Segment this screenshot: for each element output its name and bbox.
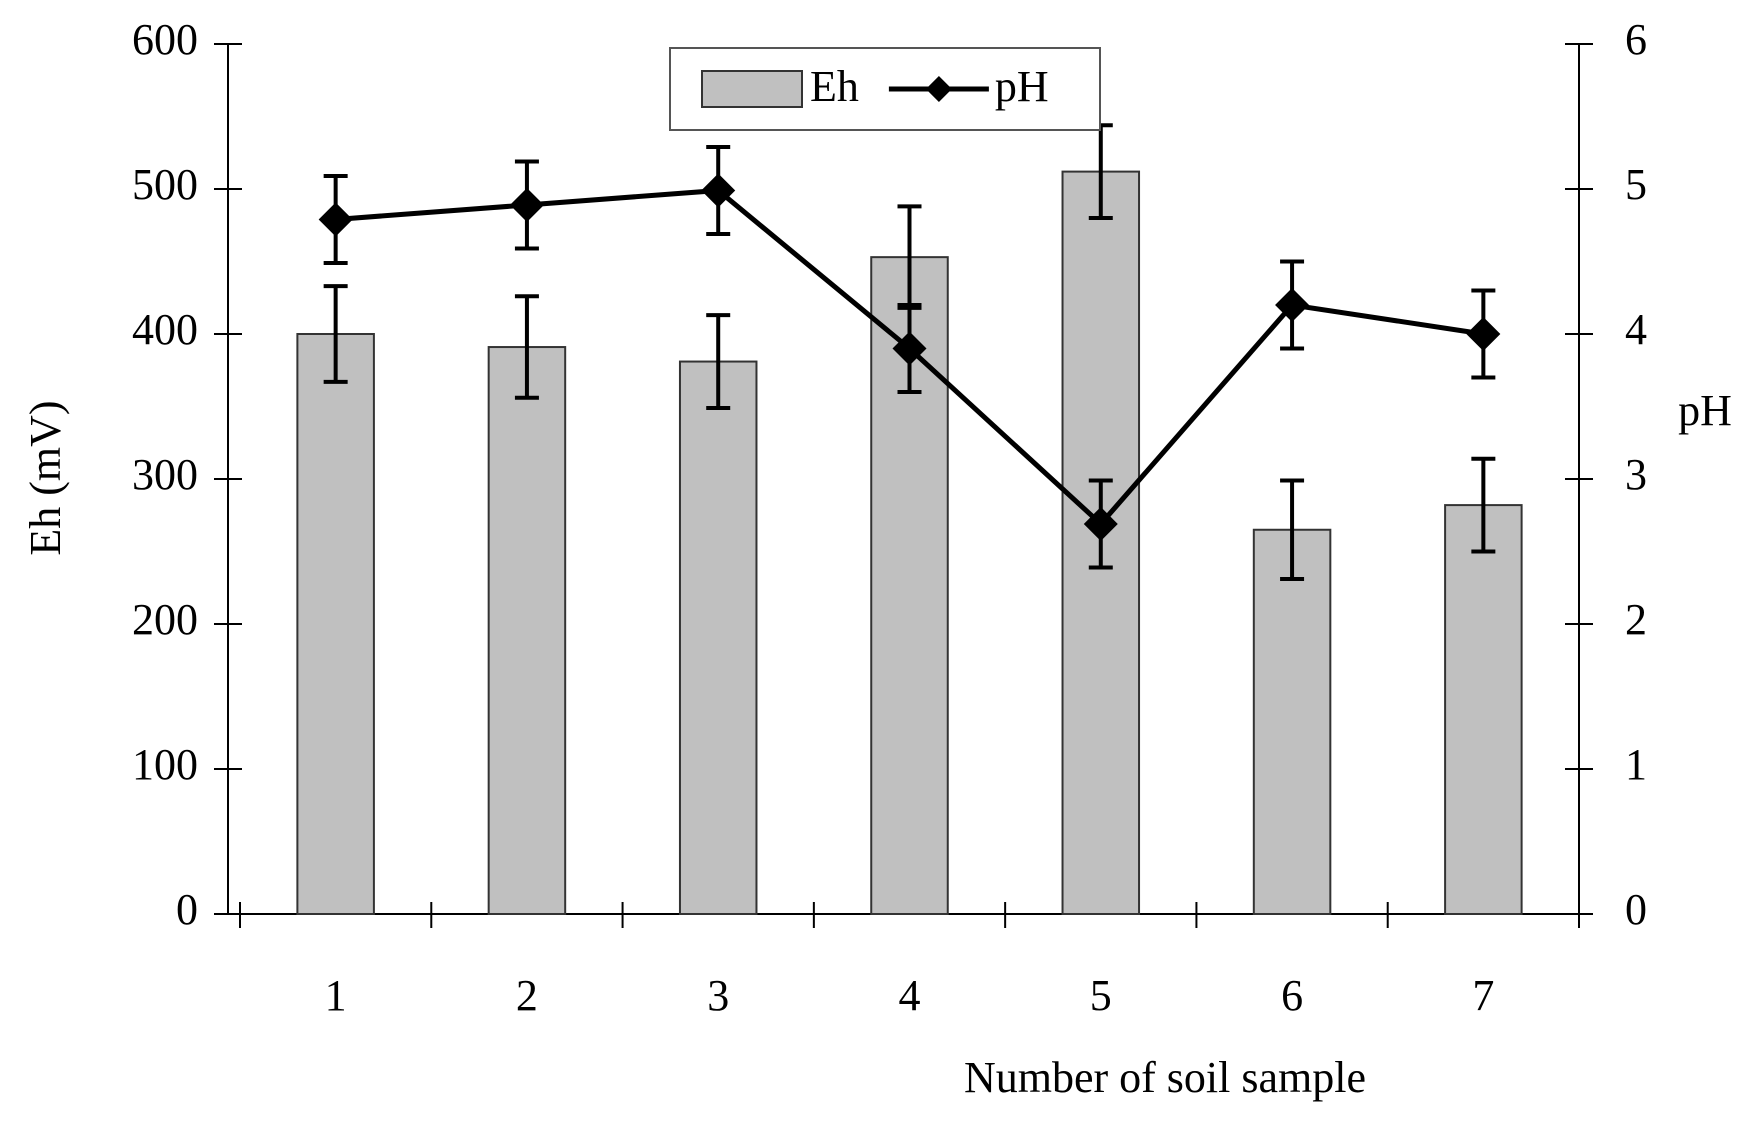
y2-tick-label: 4: [1625, 305, 1647, 354]
x-tick-label: 1: [325, 971, 347, 1020]
legend-swatch: [701, 70, 803, 108]
x-axis-label: Number of soil sample: [964, 1053, 1366, 1102]
legend-label: pH: [995, 62, 1049, 111]
y-tick-label: 400: [132, 305, 198, 354]
y2-tick-label: 0: [1625, 885, 1647, 934]
y2-tick-label: 2: [1625, 595, 1647, 644]
marker: [701, 173, 736, 208]
marker: [509, 187, 544, 222]
error-bar: [1280, 478, 1305, 582]
marker: [318, 202, 353, 237]
y-tick-label: 600: [132, 15, 198, 64]
y-tick-label: 100: [132, 740, 198, 789]
x-tick-label: 6: [1281, 971, 1303, 1020]
bar: [487, 346, 567, 915]
marker: [892, 331, 927, 366]
y2-axis-label: pH: [1678, 386, 1732, 435]
error-bar: [514, 294, 539, 400]
y2-tick-label: 3: [1625, 450, 1647, 499]
marker: [1275, 288, 1310, 322]
x-tick-label: 7: [1472, 971, 1494, 1020]
y2-tick-label: 5: [1625, 160, 1647, 209]
x-tick-label: 3: [707, 971, 729, 1020]
y-tick-label: 300: [132, 450, 198, 499]
bar: [678, 360, 758, 915]
x-tick-label: 2: [516, 971, 538, 1020]
error-bar: [323, 284, 348, 384]
marker: [1466, 317, 1501, 351]
y-tick-label: 200: [132, 595, 198, 644]
marker: [1083, 506, 1118, 541]
bar: [1444, 504, 1523, 915]
y2-tick-label: 6: [1625, 15, 1647, 64]
legend-label: Eh: [810, 62, 859, 111]
x-tick-label: 4: [899, 971, 921, 1020]
bar: [296, 333, 375, 915]
error-bar: [706, 313, 731, 410]
y-axis-label: Eh (mV): [21, 400, 70, 555]
error-bar: [1471, 456, 1496, 554]
y2-tick-label: 1: [1625, 740, 1647, 789]
bar: [1252, 528, 1332, 915]
legend-swatch: [925, 76, 952, 102]
x-tick-label: 5: [1090, 971, 1112, 1020]
y-tick-label: 500: [132, 160, 198, 209]
y-tick-label: 0: [176, 885, 198, 934]
